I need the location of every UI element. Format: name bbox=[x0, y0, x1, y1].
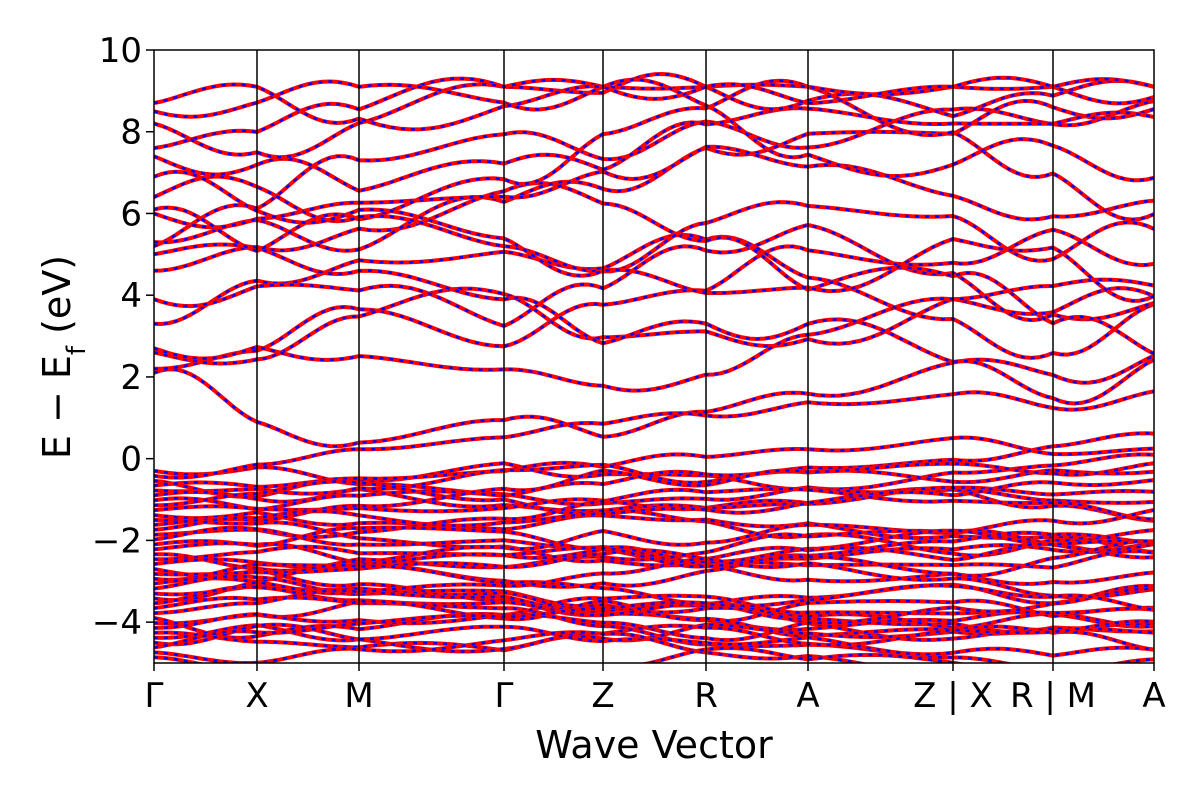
band-line-spin-down bbox=[154, 390, 1154, 479]
band-line-spin-down bbox=[154, 518, 1154, 567]
x-tick-label: Γ bbox=[145, 676, 164, 716]
band-line-spin-down bbox=[154, 233, 1154, 360]
high-symmetry-lines bbox=[256, 50, 1054, 663]
band-line-spin-up bbox=[154, 353, 1154, 449]
band-line-spin-up bbox=[154, 174, 1154, 274]
y-tick-label: 10 bbox=[99, 31, 142, 71]
band-line-spin-up bbox=[154, 630, 870, 663]
x-axis-title: Wave Vector bbox=[535, 723, 773, 767]
x-tick-label: X bbox=[245, 676, 268, 716]
band-line-spin-down bbox=[154, 72, 1154, 150]
band-line-spin-down bbox=[154, 223, 1154, 328]
band-line-spin-down bbox=[154, 99, 1154, 253]
band-line-spin-down bbox=[154, 539, 1154, 576]
band-line-spin-down bbox=[154, 243, 1154, 405]
x-tick-label: R bbox=[694, 676, 718, 716]
band-line-spin-down bbox=[154, 531, 1154, 589]
y-axis: −4 −2 0 2 4 6 8 10 bbox=[92, 31, 154, 643]
y-tick-label: −4 bbox=[92, 603, 142, 643]
band-line-spin-down bbox=[154, 436, 1154, 489]
plot-frame bbox=[153, 49, 1155, 664]
band-line-spin-down bbox=[154, 587, 1154, 642]
band-line-spin-down bbox=[154, 526, 1154, 569]
band-line-spin-down bbox=[154, 487, 1154, 557]
band-line-spin-down bbox=[154, 646, 1154, 663]
y-tick-label: 8 bbox=[120, 113, 142, 153]
band-line-spin-up bbox=[154, 389, 1154, 480]
band-line-spin-up bbox=[154, 556, 1154, 616]
x-tick-label: M bbox=[344, 676, 373, 716]
band-line-spin-up bbox=[154, 169, 1154, 303]
band-line-spin-down bbox=[154, 228, 1154, 371]
band-line-spin-down bbox=[154, 278, 1154, 392]
x-tick-label: Γ bbox=[495, 676, 514, 716]
band-line-spin-down bbox=[154, 76, 1154, 131]
band-line-spin-up bbox=[154, 508, 1154, 565]
x-tick-label: Z bbox=[591, 676, 614, 716]
band-line-spin-up bbox=[154, 144, 1154, 230]
band-lines bbox=[154, 71, 1154, 663]
band-line-spin-down bbox=[154, 78, 1154, 159]
y-tick-label: 6 bbox=[120, 194, 142, 234]
band-line-spin-down bbox=[154, 478, 1154, 532]
band-line-spin-up bbox=[154, 539, 1154, 582]
band-line-spin-up bbox=[154, 598, 1154, 652]
band-line-spin-down bbox=[154, 106, 1154, 193]
band-line-spin-up bbox=[154, 619, 1154, 654]
x-tick-label: A bbox=[1142, 676, 1165, 716]
y-tick-label: 0 bbox=[120, 440, 142, 480]
y-tick-label: 2 bbox=[120, 358, 142, 398]
band-line-spin-down bbox=[154, 584, 1154, 649]
band-line-spin-down bbox=[154, 181, 1154, 355]
band-line-spin-down bbox=[154, 99, 1154, 248]
y-tick-label: 4 bbox=[120, 276, 142, 316]
band-line-spin-up bbox=[154, 431, 1154, 512]
x-axis: Γ X M Γ Z R A Z | X R | M A bbox=[145, 663, 1166, 716]
y-tick-label: −2 bbox=[92, 521, 142, 561]
band-line-spin-down bbox=[154, 145, 1154, 229]
x-tick-label: R | M bbox=[1010, 676, 1096, 716]
band-line-spin-down bbox=[154, 511, 1154, 554]
band-line-spin-down bbox=[154, 78, 1154, 182]
band-line-spin-down bbox=[154, 354, 1154, 448]
x-tick-label: Z | X bbox=[913, 676, 993, 716]
y-axis-title: E − Ef (eV) bbox=[35, 255, 92, 459]
x-tick-label: A bbox=[796, 676, 819, 716]
